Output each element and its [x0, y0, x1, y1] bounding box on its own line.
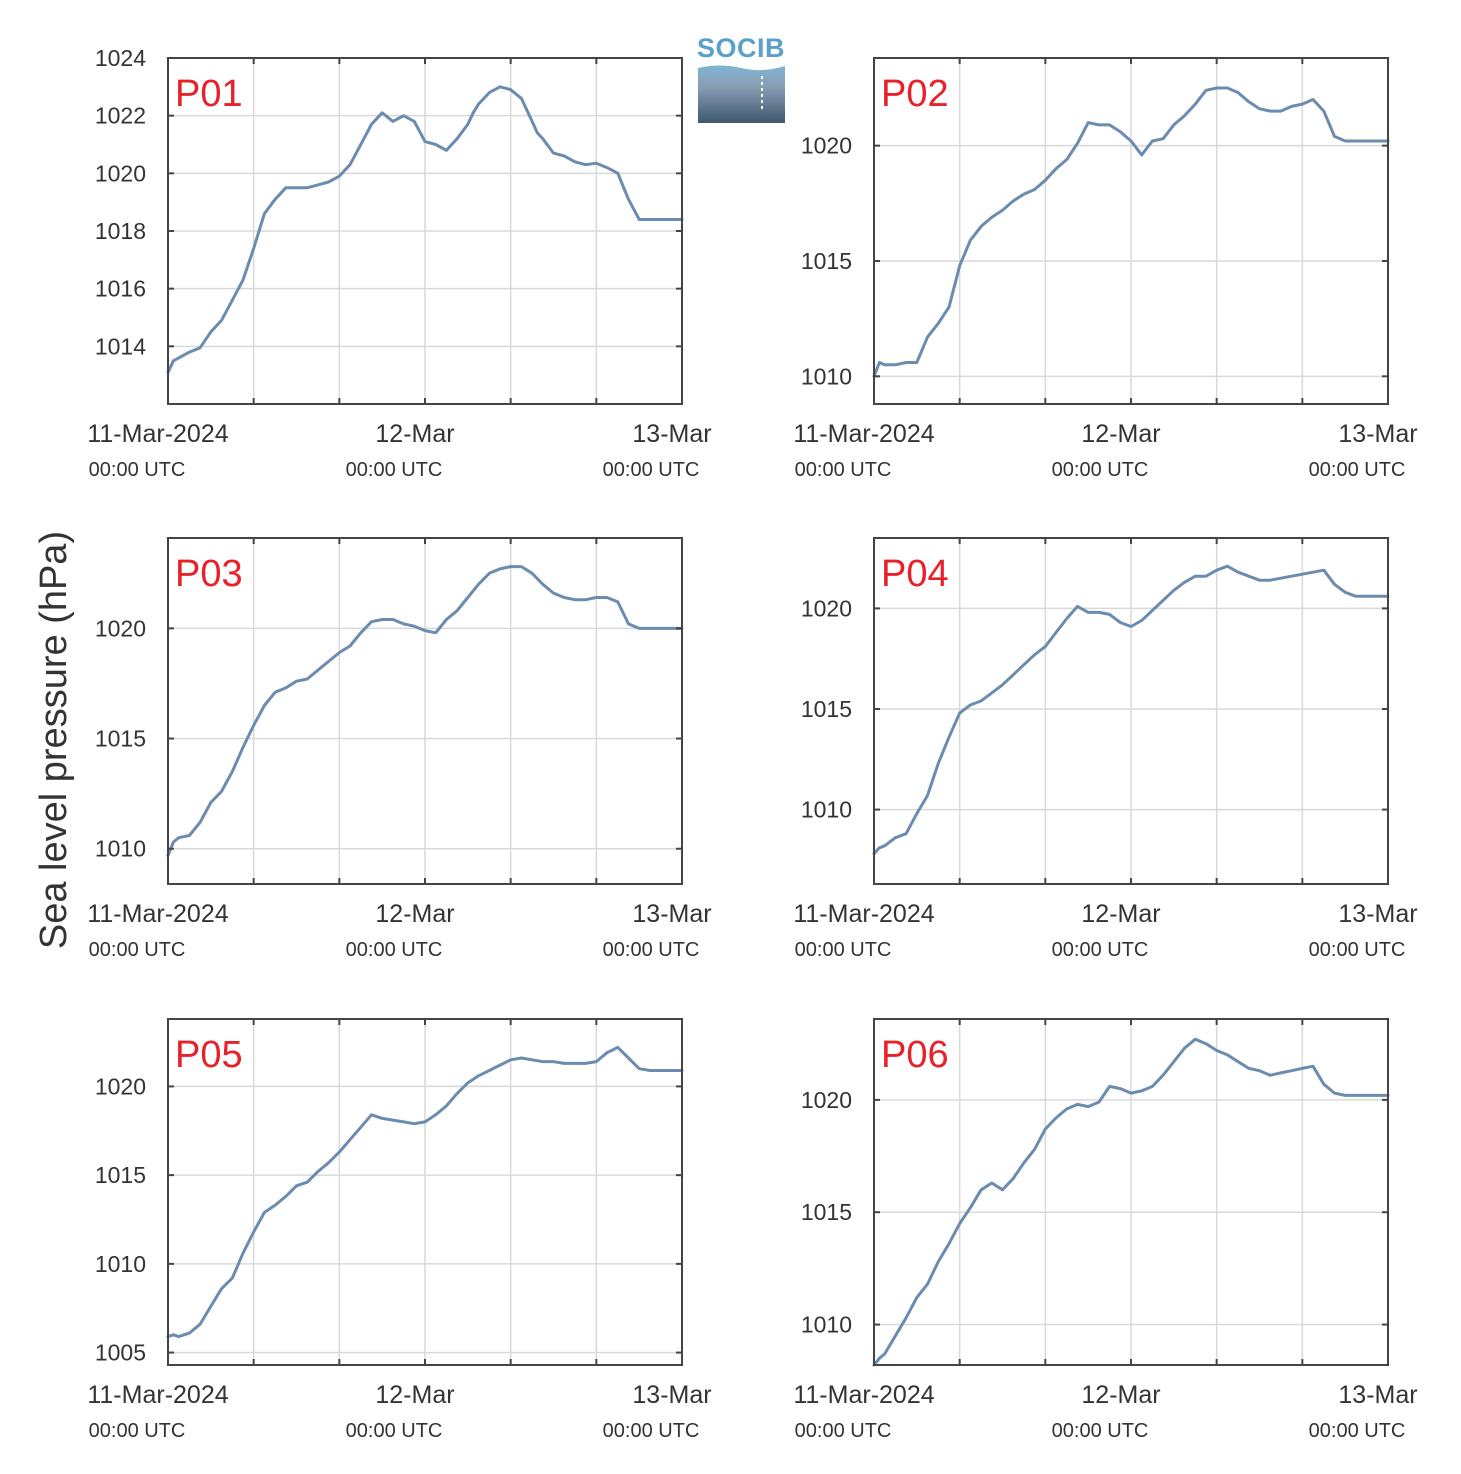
x-tick-sublabel: 00:00 UTC — [89, 939, 186, 961]
x-tick-sublabel: 00:00 UTC — [795, 459, 892, 481]
x-tick-label: 12-Mar — [375, 420, 454, 448]
y-tick-label: 1020 — [801, 595, 852, 621]
y-tick-label: 1010 — [801, 363, 852, 389]
x-tick-sublabel: 00:00 UTC — [1052, 459, 1149, 481]
x-tick-sublabel: 00:00 UTC — [795, 1420, 892, 1442]
x-tick-sublabel: 00:00 UTC — [1309, 459, 1406, 481]
x-tick-sublabel: 00:00 UTC — [1052, 1420, 1149, 1442]
y-tick-label: 1010 — [801, 1312, 852, 1338]
series-line — [872, 86, 1390, 378]
x-tick-label: 13-Mar — [1338, 1381, 1417, 1409]
x-tick-sublabel: 00:00 UTC — [795, 939, 892, 961]
x-tick-sublabel: 00:00 UTC — [603, 459, 700, 481]
y-axis-label: Sea level pressure (hPa) — [33, 531, 75, 949]
x-tick-sublabel: 00:00 UTC — [346, 939, 443, 961]
y-tick-label: 1010 — [801, 797, 852, 823]
x-tick-label: 11-Mar-2024 — [793, 1381, 934, 1409]
y-tick-label: 1018 — [95, 218, 146, 244]
y-tick-label: 1020 — [95, 160, 146, 186]
x-tick-label: 12-Mar — [375, 900, 454, 928]
x-tick-label: 12-Mar — [1081, 900, 1160, 928]
logo-wave-icon — [698, 65, 785, 123]
x-tick-label: 11-Mar-2024 — [793, 420, 934, 448]
y-tick-label: 1010 — [95, 1251, 146, 1277]
series-line — [872, 1037, 1390, 1367]
x-tick-label: 13-Mar — [632, 900, 711, 928]
y-tick-label: 1020 — [95, 615, 146, 641]
x-tick-label: 12-Mar — [1081, 420, 1160, 448]
chart-panel: 1010 1015 1020 11-Mar-2024 00:00 UTC 12-Mar 00… — [793, 1018, 1418, 1442]
x-tick-label: 11-Mar-2024 — [87, 420, 228, 448]
x-tick-label: 11-Mar-2024 — [87, 900, 228, 928]
x-tick-label: 12-Mar — [375, 1381, 454, 1409]
series-line — [166, 1045, 684, 1339]
panels: 1014 1016 1018 1020 1022 1024 11-Mar-2024 00:00… — [87, 45, 1417, 1442]
y-tick-label: 1015 — [801, 1199, 852, 1225]
series-line — [166, 565, 684, 857]
panel-title: P04 — [881, 553, 949, 595]
y-tick-label: 1015 — [801, 248, 852, 274]
socib-logo: SOCIB — [697, 33, 785, 123]
y-tick-label: 1020 — [801, 133, 852, 159]
x-tick-sublabel: 00:00 UTC — [603, 1420, 700, 1442]
panel-title: P03 — [175, 553, 243, 595]
panel-title: P01 — [175, 73, 243, 115]
panel-title: P06 — [881, 1034, 949, 1076]
x-tick-sublabel: 00:00 UTC — [89, 1420, 186, 1442]
x-tick-sublabel: 00:00 UTC — [346, 459, 443, 481]
y-tick-label: 1014 — [95, 333, 146, 359]
y-tick-label: 1005 — [95, 1340, 146, 1366]
x-tick-sublabel: 00:00 UTC — [89, 459, 186, 481]
x-tick-label: 11-Mar-2024 — [793, 900, 934, 928]
y-tick-label: 1024 — [95, 45, 146, 71]
x-tick-label: 13-Mar — [632, 420, 711, 448]
x-tick-sublabel: 00:00 UTC — [346, 1420, 443, 1442]
x-tick-label: 12-Mar — [1081, 1381, 1160, 1409]
chart-panel: 1005 1010 1015 1020 11-Mar-2024 00:00 UTC 12-M… — [87, 1018, 712, 1442]
x-tick-sublabel: 00:00 UTC — [603, 939, 700, 961]
chart-panel: 1010 1015 1020 11-Mar-2024 00:00 UTC 12-Mar 00… — [87, 537, 712, 961]
y-tick-label: 1016 — [95, 276, 146, 302]
y-tick-label: 1022 — [95, 103, 146, 129]
y-tick-label: 1015 — [95, 1162, 146, 1188]
y-tick-label: 1020 — [801, 1087, 852, 1113]
x-tick-label: 11-Mar-2024 — [87, 1381, 228, 1409]
y-tick-label: 1010 — [95, 836, 146, 862]
panel-title: P02 — [881, 73, 949, 115]
x-tick-sublabel: 00:00 UTC — [1309, 1420, 1406, 1442]
chart-panel: 1010 1015 1020 11-Mar-2024 00:00 UTC 12-Mar 00… — [793, 537, 1418, 961]
y-tick-label: 1015 — [95, 726, 146, 752]
x-tick-label: 13-Mar — [1338, 420, 1417, 448]
series-line — [166, 85, 684, 374]
chart-panel: 1014 1016 1018 1020 1022 1024 11-Mar-2024 00:00… — [87, 45, 711, 481]
y-tick-label: 1020 — [95, 1073, 146, 1099]
panel-title: P05 — [175, 1034, 243, 1076]
x-tick-sublabel: 00:00 UTC — [1309, 939, 1406, 961]
x-tick-label: 13-Mar — [1338, 900, 1417, 928]
logo-text: SOCIB — [697, 33, 785, 63]
x-tick-label: 13-Mar — [632, 1381, 711, 1409]
series-line — [872, 564, 1390, 856]
x-tick-sublabel: 00:00 UTC — [1052, 939, 1149, 961]
y-tick-label: 1015 — [801, 696, 852, 722]
chart-panel: 1010 1015 1020 11-Mar-2024 00:00 UTC 12-Mar 00… — [793, 57, 1418, 481]
